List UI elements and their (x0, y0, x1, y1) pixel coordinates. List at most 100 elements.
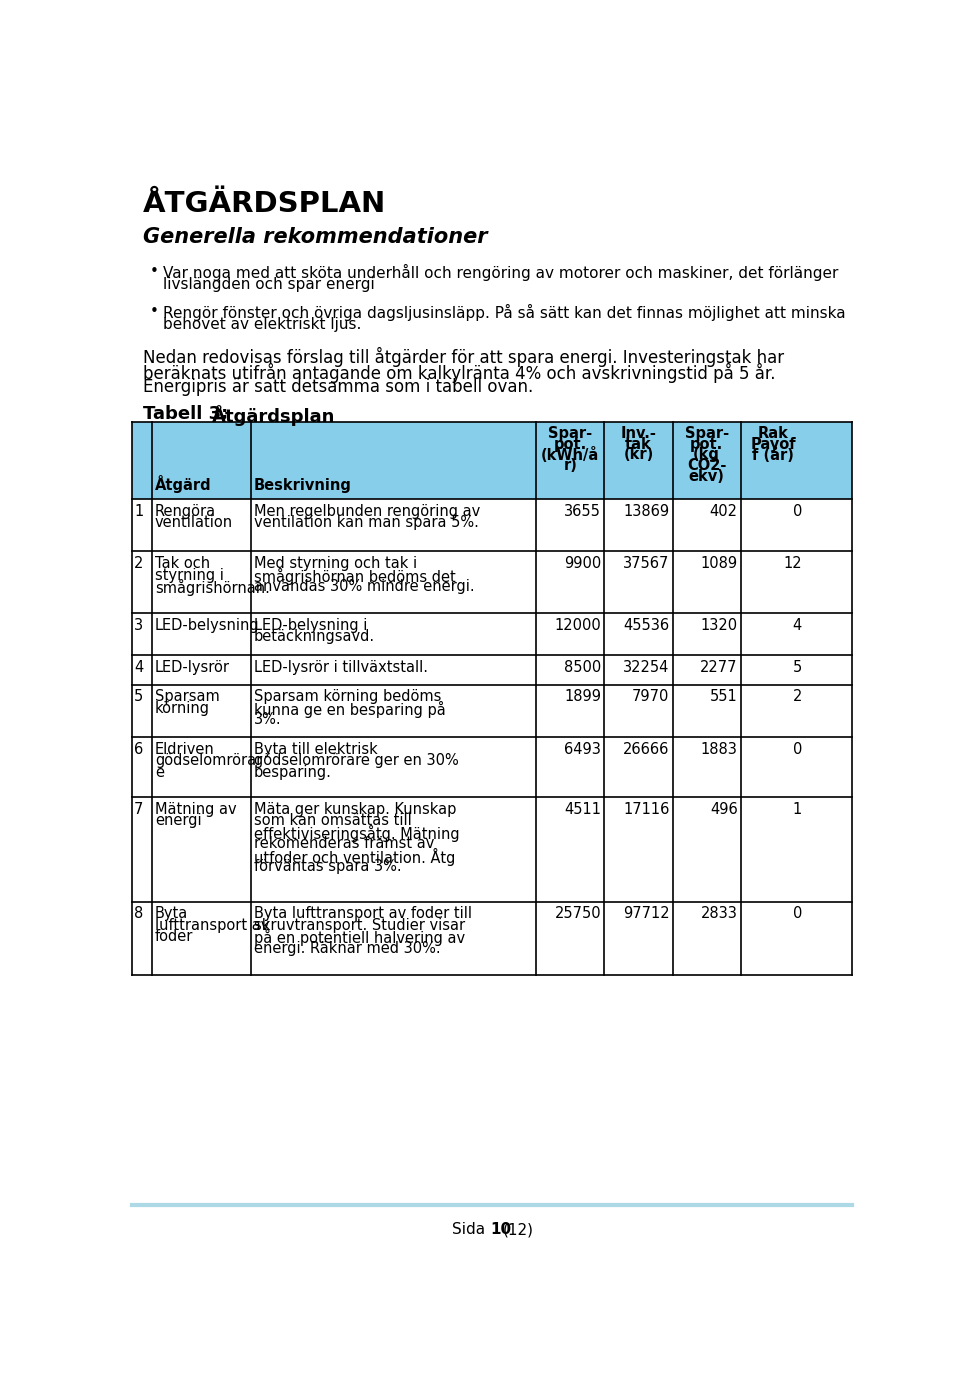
Text: Tabell 3;: Tabell 3; (143, 406, 228, 422)
Text: Mätning av: Mätning av (155, 802, 236, 817)
Text: smågrishörnan.: smågrishörnan. (155, 579, 270, 596)
Text: gödselomrörar: gödselomrörar (155, 753, 262, 768)
Text: rekomenderas främst av: rekomenderas främst av (254, 837, 435, 851)
Text: Inv.-: Inv.- (620, 425, 657, 441)
Text: 6: 6 (134, 741, 143, 757)
Text: 4: 4 (134, 660, 143, 674)
Text: Spar-: Spar- (684, 425, 729, 441)
Text: 0: 0 (793, 907, 802, 922)
Text: 4: 4 (793, 617, 802, 632)
Text: förväntas spara 3%.: förväntas spara 3%. (254, 859, 401, 874)
Text: Rak: Rak (757, 425, 788, 441)
Text: Payof: Payof (750, 436, 796, 452)
Text: gödselomrörare ger en 30%: gödselomrörare ger en 30% (254, 753, 459, 768)
Text: 0: 0 (793, 741, 802, 757)
Text: 13869: 13869 (623, 504, 669, 519)
Text: användas 30% mindre energi.: användas 30% mindre energi. (254, 579, 474, 595)
Text: 37567: 37567 (623, 555, 669, 571)
Text: Byta: Byta (155, 907, 188, 922)
Text: 6493: 6493 (564, 741, 601, 757)
Text: 9900: 9900 (564, 555, 601, 571)
Text: f (år): f (år) (752, 448, 794, 463)
Text: LED-belysning i: LED-belysning i (254, 617, 368, 632)
Text: (kr): (kr) (623, 448, 654, 463)
Text: 551: 551 (710, 690, 737, 704)
Text: 2: 2 (793, 690, 802, 704)
Text: 4511: 4511 (564, 802, 601, 817)
Text: Tak och: Tak och (155, 555, 210, 571)
Text: 3655: 3655 (564, 504, 601, 519)
Text: Sida: Sida (452, 1221, 491, 1237)
Text: 5: 5 (793, 660, 802, 674)
Text: 0: 0 (793, 504, 802, 519)
Text: kunna ge en besparing på: kunna ge en besparing på (254, 701, 445, 718)
Text: 8500: 8500 (564, 660, 601, 674)
Text: 1089: 1089 (701, 555, 737, 571)
Text: smågrishörnan bedöms det: smågrishörnan bedöms det (254, 568, 456, 585)
Text: •: • (150, 304, 158, 319)
Text: Åtgärdsplan: Åtgärdsplan (211, 406, 335, 427)
Text: r): r) (564, 457, 577, 473)
Text: 26666: 26666 (623, 741, 669, 757)
Text: 1899: 1899 (564, 690, 601, 704)
Text: 1883: 1883 (701, 741, 737, 757)
Text: (kg: (kg (693, 448, 720, 463)
Text: beräknats utifrån antagande om kalkylränta 4% och avskrivningstid på 5 år.: beräknats utifrån antagande om kalkylrän… (143, 362, 776, 383)
Text: 97712: 97712 (623, 907, 669, 922)
Text: ventilation: ventilation (155, 515, 233, 530)
Text: 2833: 2833 (701, 907, 737, 922)
Text: 7970: 7970 (632, 690, 669, 704)
Text: Rengör fönster och övriga dagsljusinsläpp. På så sätt kan det finnas möjlighet a: Rengör fönster och övriga dagsljusinsläp… (163, 304, 846, 322)
Text: energi: energi (155, 813, 202, 828)
Text: Byta till elektrisk: Byta till elektrisk (254, 741, 378, 757)
Text: ekv): ekv) (688, 469, 725, 484)
Text: Sparsam: Sparsam (155, 690, 220, 704)
Text: 25750: 25750 (555, 907, 601, 922)
Text: 8: 8 (134, 907, 143, 922)
Text: Nedan redovisas förslag till åtgärder för att spara energi. Investeringstak har: Nedan redovisas förslag till åtgärder fö… (143, 347, 784, 368)
Text: 12000: 12000 (555, 617, 601, 632)
Text: Åtgärd: Åtgärd (155, 474, 211, 492)
Text: Beskrivning: Beskrivning (254, 478, 352, 492)
Text: utfoder och ventilation. Åtg: utfoder och ventilation. Åtg (254, 848, 455, 866)
Text: pot.: pot. (554, 436, 587, 452)
Text: 496: 496 (710, 802, 737, 817)
Text: 3: 3 (134, 617, 143, 632)
Text: 402: 402 (709, 504, 737, 519)
Text: effektiviseringsåtg. Mätning: effektiviseringsåtg. Mätning (254, 824, 460, 842)
Text: LED-lysrör: LED-lysrör (155, 660, 229, 674)
Text: LED-lysrör i tillväxtstall.: LED-lysrör i tillväxtstall. (254, 660, 428, 674)
Text: 12: 12 (783, 555, 802, 571)
Text: 2277: 2277 (700, 660, 737, 674)
Text: pot.: pot. (690, 436, 723, 452)
Text: ÅTGÄRDSPLAN: ÅTGÄRDSPLAN (143, 190, 387, 218)
Text: LED-belysning: LED-belysning (155, 617, 259, 632)
Text: Byta lufttransport av foder till: Byta lufttransport av foder till (254, 907, 472, 922)
Text: Men regelbunden rengöring av: Men regelbunden rengöring av (254, 504, 480, 519)
Text: 17116: 17116 (623, 802, 669, 817)
Text: Rengöra: Rengöra (155, 504, 216, 519)
Text: på en potentiell halvering av: på en potentiell halvering av (254, 929, 466, 947)
Text: 5: 5 (134, 690, 143, 704)
Text: som kan omsättas till: som kan omsättas till (254, 813, 412, 828)
Text: (12): (12) (503, 1221, 534, 1237)
Text: 7: 7 (134, 802, 143, 817)
Text: besparing.: besparing. (254, 765, 332, 779)
Text: ventilation kan man spara 5%.: ventilation kan man spara 5%. (254, 515, 479, 530)
Text: 2: 2 (134, 555, 143, 571)
Text: 45536: 45536 (623, 617, 669, 632)
Text: Var noga med att sköta underhåll och rengöring av motorer och maskiner, det förl: Var noga med att sköta underhåll och ren… (163, 264, 839, 281)
Bar (132, 422, 852, 499)
Text: Eldriven: Eldriven (155, 741, 215, 757)
Text: lufttransport av: lufttransport av (155, 918, 269, 933)
Text: styrning i: styrning i (155, 568, 224, 582)
Text: Generella rekommendationer: Generella rekommendationer (143, 227, 488, 248)
Text: Sparsam körning bedöms: Sparsam körning bedöms (254, 690, 442, 704)
Text: •: • (150, 264, 158, 280)
Text: foder: foder (155, 929, 193, 944)
Text: 1: 1 (134, 504, 143, 519)
Text: energi. Räknar med 30%.: energi. Räknar med 30%. (254, 942, 441, 956)
Text: skruvtransport. Studier visar: skruvtransport. Studier visar (254, 918, 466, 933)
Text: 32254: 32254 (623, 660, 669, 674)
Text: Mäta ger kunskap. Kunskap: Mäta ger kunskap. Kunskap (254, 802, 456, 817)
